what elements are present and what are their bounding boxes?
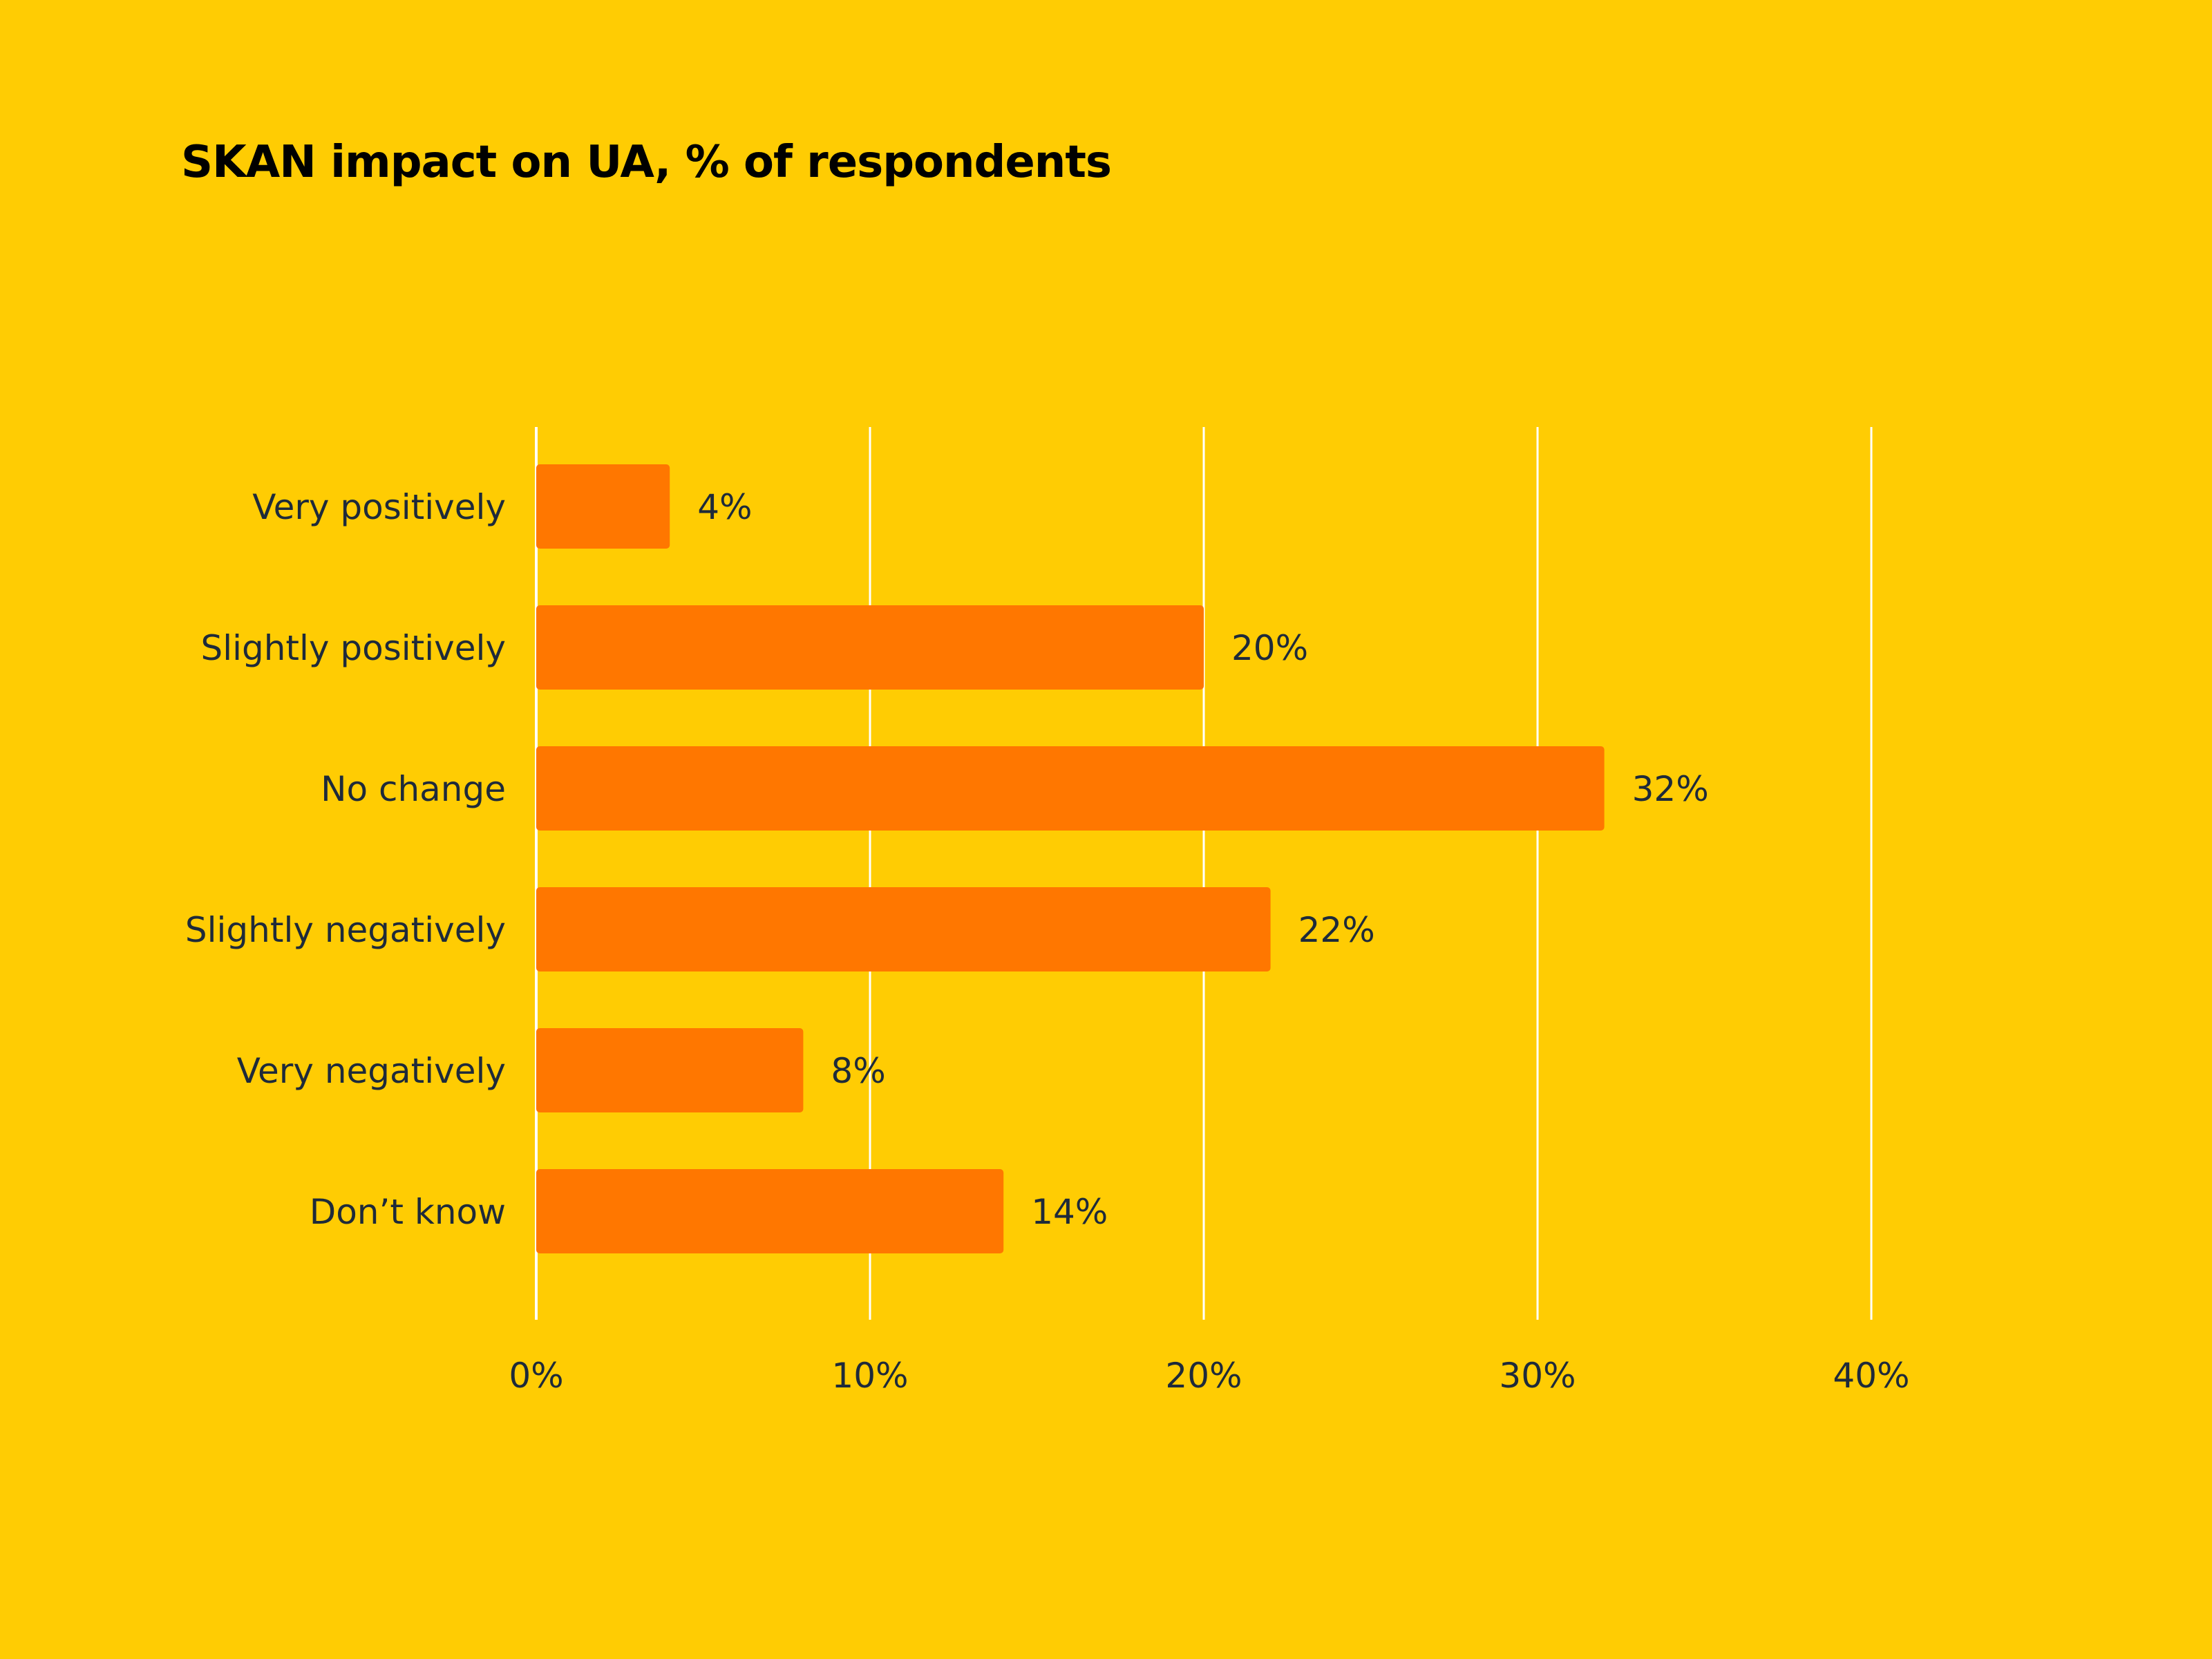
x-tick-label: 30% <box>1499 1356 1576 1396</box>
data-label: 8% <box>831 1051 885 1091</box>
category-label: Slightly positively <box>200 628 506 668</box>
bar <box>536 746 1605 831</box>
category-label: Don’t know <box>310 1192 506 1232</box>
data-label: 20% <box>1231 628 1308 668</box>
bar <box>536 887 1271 971</box>
x-tick-label: 40% <box>1833 1356 1909 1396</box>
data-label: 22% <box>1298 910 1375 950</box>
bars: Very positively 4% Slightly positively 20% N… <box>185 464 1709 1253</box>
x-axis-ticks: 0% 10% 20% 30% 40% <box>509 1356 1909 1396</box>
x-tick-label: 10% <box>831 1356 908 1396</box>
data-label: 4% <box>697 487 752 527</box>
chart-title: SKAN impact on UA, % of respondents <box>181 137 1112 188</box>
bar <box>536 464 670 549</box>
category-label: Very negatively <box>237 1051 506 1091</box>
x-tick-label: 0% <box>509 1356 563 1396</box>
category-label: Slightly negatively <box>185 910 506 950</box>
gridlines <box>535 427 1873 1320</box>
bar <box>536 605 1204 690</box>
bar <box>536 1028 804 1112</box>
category-label: No change <box>321 769 506 809</box>
bar <box>536 1169 1004 1253</box>
data-label: 32% <box>1632 769 1709 809</box>
data-label: 14% <box>1031 1192 1108 1232</box>
category-label: Very positively <box>252 487 506 527</box>
x-tick-label: 20% <box>1165 1356 1242 1396</box>
